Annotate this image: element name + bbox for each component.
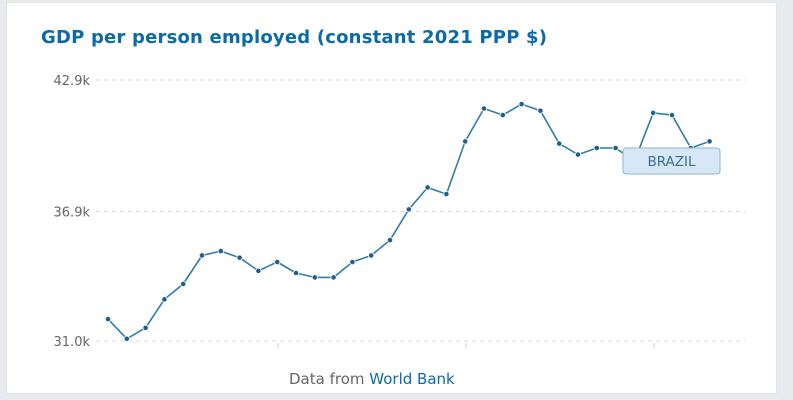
data-point[interactable] xyxy=(104,315,112,323)
data-point[interactable] xyxy=(593,144,600,152)
data-point[interactable] xyxy=(142,324,149,331)
data-point[interactable] xyxy=(217,247,224,255)
data-point[interactable] xyxy=(274,258,281,266)
data-point[interactable] xyxy=(330,274,337,281)
data-point[interactable] xyxy=(349,258,356,266)
y-tick-label: 36.9k xyxy=(54,206,91,221)
data-point[interactable] xyxy=(556,140,563,147)
chart-title: GDP per person employed (constant 2021 P… xyxy=(41,27,548,48)
data-point[interactable] xyxy=(386,237,394,244)
data-point[interactable] xyxy=(574,151,582,158)
data-point[interactable] xyxy=(518,101,525,108)
y-tick-label: 31.0k xyxy=(54,335,91,350)
series-tag-label: BRAZIL xyxy=(647,154,696,170)
data-point[interactable] xyxy=(612,144,619,152)
data-point[interactable] xyxy=(368,252,375,259)
data-point[interactable] xyxy=(443,190,450,198)
data-point[interactable] xyxy=(123,335,130,342)
series-tag-box xyxy=(622,147,721,175)
data-point[interactable] xyxy=(668,111,676,119)
data-point[interactable] xyxy=(706,138,713,145)
world-bank-link[interactable]: World Bank xyxy=(369,370,455,388)
y-tick-label: 42.9k xyxy=(54,74,91,89)
data-point[interactable] xyxy=(161,296,168,303)
source-attribution: Data from World Bank xyxy=(289,370,455,388)
data-point[interactable] xyxy=(198,252,206,259)
source-prefix: Data from xyxy=(289,370,365,388)
data-point[interactable] xyxy=(180,280,187,288)
data-point[interactable] xyxy=(537,107,544,114)
data-point[interactable] xyxy=(480,105,488,112)
chart-card: GDP per person employed (constant 2021 P… xyxy=(6,2,777,394)
data-point[interactable] xyxy=(292,269,300,277)
data-point[interactable] xyxy=(462,138,469,145)
data-point[interactable] xyxy=(650,109,657,116)
data-point[interactable] xyxy=(236,254,243,261)
data-point[interactable] xyxy=(311,274,318,281)
data-point[interactable] xyxy=(405,206,412,213)
series-line-brazil xyxy=(107,103,710,340)
data-point[interactable] xyxy=(499,111,506,119)
data-point[interactable] xyxy=(255,267,262,274)
data-point[interactable] xyxy=(424,184,431,191)
